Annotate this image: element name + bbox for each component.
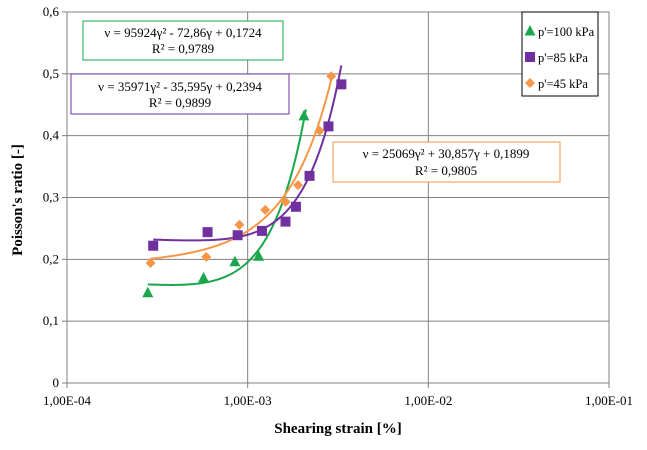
legend-marker-series-2 <box>525 78 535 88</box>
legend-label-45kpa: p'=45 kPa <box>538 77 588 91</box>
data-point-series-2 <box>260 204 271 215</box>
r2-100kpa: R² = 0,9789 <box>152 41 214 56</box>
r2-45kpa: R² = 0,9805 <box>415 163 477 178</box>
data-point-series-1 <box>323 121 334 132</box>
y-tick-label: 0 <box>53 375 60 390</box>
data-point-series-1 <box>148 240 159 251</box>
data-point-series-1 <box>280 216 291 227</box>
legend-marker-series-0 <box>524 25 536 36</box>
equation-45kpa: ν = 25069γ² + 30,857γ + 0,1899 <box>363 146 530 161</box>
legend-label-85kpa: p'=85 kPa <box>538 51 588 65</box>
x-axis-ticks: 1,00E-04 1,00E-03 1,00E-02 1,00E-01 <box>43 383 633 408</box>
data-point-series-0 <box>298 109 310 121</box>
data-point-series-1 <box>304 170 315 181</box>
x-tick-label: 1,00E-01 <box>585 393 633 408</box>
data-point-series-0 <box>198 271 210 283</box>
x-tick-label: 1,00E-04 <box>43 393 92 408</box>
equation-100kpa: ν = 95924γ² - 72,86γ + 0,1724 <box>104 25 262 40</box>
y-tick-label: 0,3 <box>43 190 59 205</box>
y-axis-ticks: 0 0,1 0,2 0,3 0,4 0,5 0,6 <box>43 4 67 390</box>
equation-box-45kpa: ν = 25069γ² + 30,857γ + 0,1899 R² = 0,98… <box>332 141 561 183</box>
data-point-series-1 <box>256 225 267 236</box>
y-tick-label: 0,4 <box>43 128 60 143</box>
data-point-series-2 <box>201 251 212 262</box>
data-point-series-2 <box>326 71 337 82</box>
x-tick-label: 1,00E-02 <box>404 393 452 408</box>
data-point-series-0 <box>142 286 154 298</box>
x-axis-title: Shearing strain [%] <box>274 421 402 437</box>
data-point-series-1 <box>202 227 213 238</box>
y-tick-label: 0,2 <box>43 251 59 266</box>
data-point-series-1 <box>232 230 243 241</box>
equation-box-85kpa: ν = 35971γ² - 35,595γ + 0,2394 R² = 0,98… <box>70 73 290 115</box>
data-point-series-2 <box>234 219 245 230</box>
equation-85kpa: ν = 35971γ² - 35,595γ + 0,2394 <box>98 79 262 94</box>
y-tick-label: 0,6 <box>43 4 60 19</box>
data-point-series-0 <box>229 255 241 267</box>
y-tick-label: 0,1 <box>43 313 59 328</box>
data-point-series-2 <box>314 125 325 136</box>
data-points <box>142 71 347 298</box>
trendline-series-0 <box>147 109 307 286</box>
y-axis-title: Poisson's ratio [-] <box>10 144 26 256</box>
legend-marker-series-1 <box>525 52 535 62</box>
data-point-series-0 <box>253 250 265 261</box>
equation-box-100kpa: ν = 95924γ² - 72,86γ + 0,1724 R² = 0,978… <box>82 20 284 61</box>
x-tick-label: 1,00E-03 <box>224 393 272 408</box>
legend-label-100kpa: p'=100 kPa <box>538 25 595 39</box>
data-point-series-2 <box>280 196 291 207</box>
data-point-series-2 <box>145 258 156 269</box>
legend: p'=100 kPa p'=85 kPa p'=45 kPa <box>521 11 599 97</box>
r2-85kpa: R² = 0,9899 <box>149 95 211 110</box>
data-point-series-1 <box>336 79 347 90</box>
data-point-series-1 <box>290 201 301 212</box>
y-tick-label: 0,5 <box>43 66 59 81</box>
data-point-series-2 <box>293 180 304 191</box>
